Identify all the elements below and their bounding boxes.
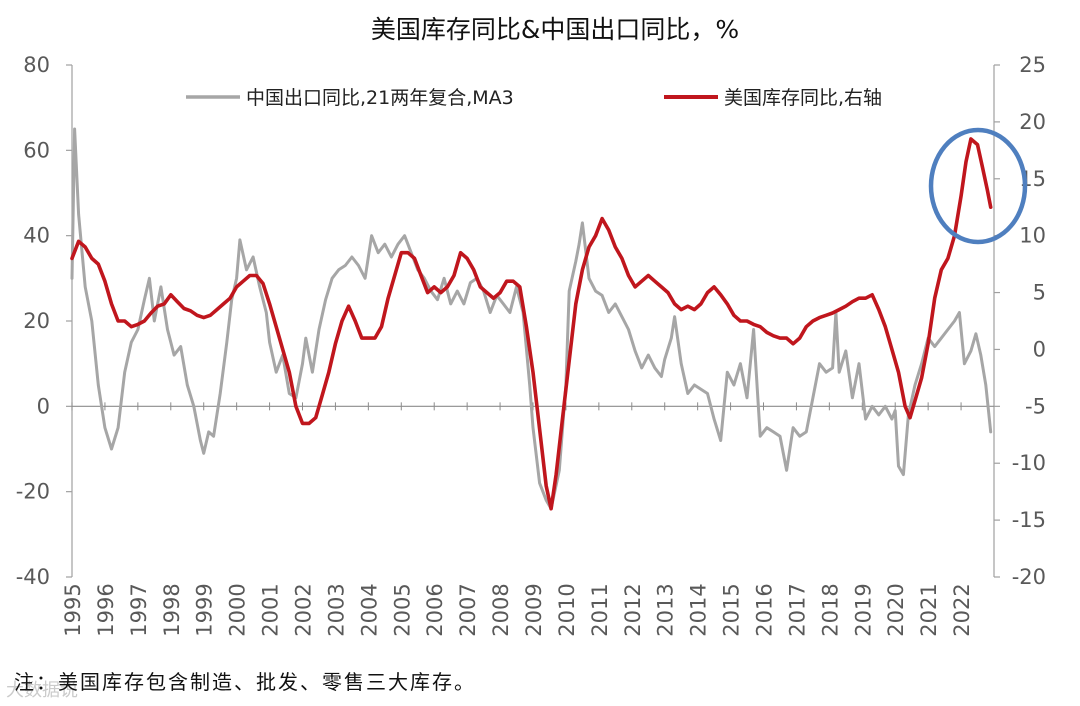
legend: 中国出口同比,21两年复合,MA3 美国库存同比,右轴 — [186, 87, 882, 109]
x-tick-label: 2015 — [720, 583, 744, 636]
series-group — [70, 127, 993, 511]
x-tick-label: 2012 — [621, 583, 645, 636]
legend-label: 美国库存同比,右轴 — [724, 87, 882, 109]
x-tick-label: 2013 — [654, 583, 678, 636]
legend-label: 中国出口同比,21两年复合,MA3 — [246, 87, 514, 109]
left-tick-label: 80 — [23, 53, 50, 77]
right-tick-label: 10 — [1019, 224, 1046, 248]
left-tick-label: -20 — [16, 480, 50, 504]
x-tick-label: 2009 — [522, 583, 546, 636]
x-tick-label: 2020 — [884, 583, 908, 636]
x-tick-label: 2021 — [917, 583, 941, 636]
x-tick-label: 2007 — [456, 583, 480, 636]
right-tick-label: -5 — [1025, 394, 1046, 418]
x-tick-label: 2008 — [489, 583, 513, 636]
footnote: 注：美国库存包含制造、批发、零售三大库存。 — [14, 670, 476, 694]
chart-title: 美国库存同比&中国出口同比，% — [371, 15, 739, 44]
china-export-line — [70, 127, 993, 511]
x-tick-label: 2016 — [753, 583, 777, 636]
x-tick-label: 1996 — [94, 583, 118, 636]
highlight-ellipse — [928, 127, 1028, 245]
right-tick-label: -20 — [1012, 565, 1046, 589]
left-tick-label: 0 — [37, 394, 50, 418]
right-tick-label: -15 — [1012, 508, 1046, 532]
x-tick-label: 1998 — [160, 583, 184, 636]
left-tick-label: 40 — [23, 224, 50, 248]
right-tick-label: 5 — [1033, 281, 1046, 305]
axes: 80 60 40 20 0 -20 -40 25 2015 10 5 0 -5 -10 -15 -20 1995… — [16, 53, 1046, 637]
x-tick-label: 1999 — [193, 583, 217, 636]
x-tick-label: 2003 — [324, 583, 348, 636]
x-tick-label: 2014 — [687, 583, 711, 636]
left-tick-label: -40 — [16, 565, 50, 589]
x-tick-label: 2018 — [818, 583, 842, 636]
x-tick-label: 2011 — [588, 583, 612, 636]
right-tick-label: 0 — [1033, 337, 1046, 361]
x-tick-label: 1997 — [127, 583, 151, 636]
x-tick-label: 1995 — [61, 583, 85, 636]
x-tick-label: 2004 — [357, 583, 381, 636]
x-tick-label: 2017 — [785, 583, 809, 636]
x-tick-label: 2000 — [226, 583, 250, 636]
x-tick-label: 2022 — [950, 583, 974, 636]
right-tick-label: 20 — [1019, 110, 1046, 134]
x-tick-label: 2019 — [851, 583, 875, 636]
left-tick-label: 20 — [23, 309, 50, 333]
x-tick-label: 2010 — [555, 583, 579, 636]
right-tick-label: -10 — [1012, 451, 1046, 475]
us-inventory-line — [70, 137, 993, 511]
right-tick-label: 25 — [1019, 53, 1046, 77]
left-tick-label: 60 — [23, 138, 50, 162]
x-tick-label: 2002 — [292, 583, 316, 636]
x-tick-label: 2006 — [423, 583, 447, 636]
x-tick-label: 2005 — [390, 583, 414, 636]
watermark: 大数据说 — [6, 680, 78, 701]
x-tick-label: 2001 — [259, 583, 283, 636]
